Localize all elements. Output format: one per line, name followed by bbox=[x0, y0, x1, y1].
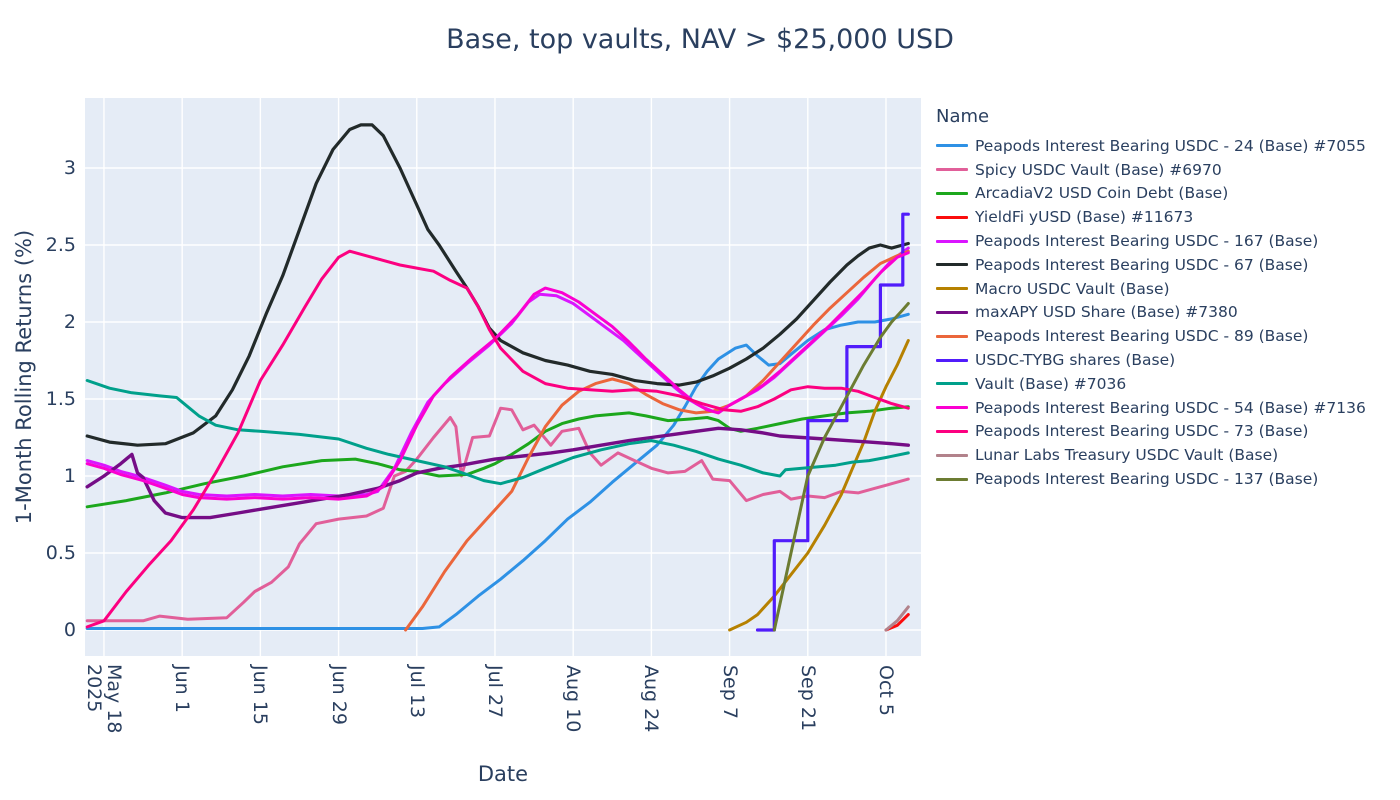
x-tick-label: Sep 21 bbox=[796, 665, 819, 732]
x-tick-label: Sep 7 bbox=[718, 665, 741, 719]
series-line bbox=[85, 405, 910, 509]
legend-items: Peapods Interest Bearing USDC - 24 (Base… bbox=[936, 134, 1396, 491]
legend-item-label: Peapods Interest Bearing USDC - 167 (Bas… bbox=[975, 232, 1319, 251]
legend-item-label: Lunar Labs Treasury USDC Vault (Base) bbox=[975, 446, 1279, 465]
legend-swatch-line bbox=[936, 168, 968, 172]
legend-item-label: Peapods Interest Bearing USDC - 89 (Base… bbox=[975, 327, 1309, 346]
legend-item-label: Peapods Interest Bearing USDC - 24 (Base… bbox=[975, 136, 1366, 155]
x-tick-label: Aug 10 bbox=[562, 665, 585, 733]
series-line bbox=[85, 406, 910, 623]
y-tick-label: 1 bbox=[63, 465, 76, 487]
series-line bbox=[404, 249, 910, 632]
legend-swatch-line bbox=[936, 358, 968, 362]
chart-plot-area bbox=[85, 98, 921, 656]
y-axis-title: 1-Month Rolling Returns (%) bbox=[12, 229, 36, 525]
y-tick-label: 1.5 bbox=[45, 388, 76, 410]
legend-item[interactable]: USDC-TYBG shares (Base) bbox=[936, 348, 1396, 372]
x-axis-title: Date bbox=[477, 762, 529, 786]
plot-background bbox=[85, 98, 921, 656]
legend-item[interactable]: Peapods Interest Bearing USDC - 137 (Bas… bbox=[936, 467, 1396, 491]
legend-swatch-line bbox=[936, 239, 968, 243]
legend-swatch-line bbox=[936, 334, 968, 338]
legend-item-label: Vault (Base) #7036 bbox=[975, 374, 1127, 393]
y-tick-label: 3 bbox=[63, 157, 76, 179]
legend-item-label: Peapods Interest Bearing USDC - 137 (Bas… bbox=[975, 470, 1319, 489]
series-line bbox=[85, 426, 910, 520]
legend-item[interactable]: Spicy USDC Vault (Base) #6970 bbox=[936, 158, 1396, 182]
legend-item-label: Peapods Interest Bearing USDC - 67 (Base… bbox=[975, 255, 1309, 274]
y-tick-label: 0.5 bbox=[45, 542, 76, 564]
legend-swatch-line bbox=[936, 382, 968, 386]
legend-item[interactable]: YieldFi yUSD (Base) #11673 bbox=[936, 205, 1396, 229]
legend-swatch-line bbox=[936, 215, 968, 219]
legend: Name Peapods Interest Bearing USDC - 24 … bbox=[936, 106, 1396, 491]
x-tick-label: Jun 1 bbox=[171, 665, 194, 713]
series-line bbox=[85, 379, 910, 486]
x-tick-label: May 18 2025 bbox=[82, 664, 125, 734]
legend-item[interactable]: Peapods Interest Bearing USDC - 89 (Base… bbox=[936, 324, 1396, 348]
series-line bbox=[755, 212, 910, 632]
legend-item-label: maxAPY USD Share (Base) #7380 bbox=[975, 303, 1238, 322]
x-tick-label: Jul 13 bbox=[405, 665, 428, 719]
legend-item-label: Peapods Interest Bearing USDC - 54 (Base… bbox=[975, 398, 1366, 417]
legend-item-label: ArcadiaV2 USD Coin Debt (Base) bbox=[975, 184, 1229, 203]
series-line bbox=[85, 123, 910, 447]
legend-item[interactable]: Peapods Interest Bearing USDC - 73 (Base… bbox=[936, 420, 1396, 444]
x-tick-label: Aug 24 bbox=[640, 665, 663, 733]
legend-swatch-line bbox=[936, 477, 968, 481]
legend-item[interactable]: Peapods Interest Bearing USDC - 24 (Base… bbox=[936, 134, 1396, 158]
legend-swatch-line bbox=[936, 144, 968, 148]
legend-swatch-line bbox=[936, 406, 968, 410]
y-tick-label: 0 bbox=[63, 619, 76, 641]
legend-swatch-line bbox=[936, 453, 968, 457]
y-tick-label: 2 bbox=[63, 311, 76, 333]
legend-item-label: Spicy USDC Vault (Base) #6970 bbox=[975, 160, 1222, 179]
legend-swatch-line bbox=[936, 287, 968, 291]
series-line bbox=[884, 605, 910, 632]
x-tick-label: Jun 15 bbox=[249, 665, 272, 725]
series-line bbox=[85, 251, 910, 501]
legend-item-label: USDC-TYBG shares (Base) bbox=[975, 351, 1176, 370]
series-line bbox=[85, 249, 910, 629]
legend-item[interactable]: Peapods Interest Bearing USDC - 167 (Bas… bbox=[936, 229, 1396, 253]
legend-item[interactable]: Lunar Labs Treasury USDC Vault (Base) bbox=[936, 443, 1396, 467]
legend-swatch-line bbox=[936, 429, 968, 433]
legend-item-label: Macro USDC Vault (Base) bbox=[975, 279, 1170, 298]
legend-item[interactable]: Peapods Interest Bearing USDC - 54 (Base… bbox=[936, 396, 1396, 420]
x-tick-label: Jun 29 bbox=[327, 665, 350, 725]
x-tick-label: Jul 27 bbox=[483, 665, 506, 719]
legend-item[interactable]: Macro USDC Vault (Base) bbox=[936, 277, 1396, 301]
series-line bbox=[772, 302, 910, 632]
legend-swatch-line bbox=[936, 310, 968, 314]
chart-title: Base, top vaults, NAV > $25,000 USD bbox=[446, 24, 954, 55]
legend-item[interactable]: maxAPY USD Share (Base) #7380 bbox=[936, 301, 1396, 325]
legend-item[interactable]: Vault (Base) #7036 bbox=[936, 372, 1396, 396]
legend-swatch-line bbox=[936, 191, 968, 195]
legend-item-label: Peapods Interest Bearing USDC - 73 (Base… bbox=[975, 422, 1309, 441]
series-line bbox=[728, 339, 910, 632]
legend-item-label: YieldFi yUSD (Base) #11673 bbox=[975, 208, 1194, 227]
legend-swatch-line bbox=[936, 263, 968, 267]
y-tick-label: 2.5 bbox=[45, 234, 76, 256]
legend-item[interactable]: ArcadiaV2 USD Coin Debt (Base) bbox=[936, 182, 1396, 206]
x-tick-label: Oct 5 bbox=[874, 665, 897, 716]
legend-item[interactable]: Peapods Interest Bearing USDC - 67 (Base… bbox=[936, 253, 1396, 277]
legend-title: Name bbox=[936, 106, 990, 127]
